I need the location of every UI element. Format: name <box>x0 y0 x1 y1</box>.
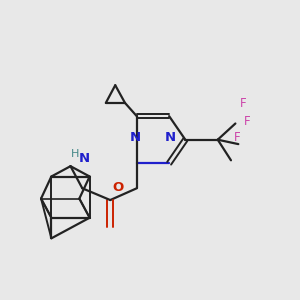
Text: F: F <box>244 115 250 128</box>
Text: H: H <box>71 149 79 159</box>
Text: O: O <box>112 181 123 194</box>
Text: N: N <box>79 152 90 165</box>
Text: N: N <box>165 130 176 143</box>
Text: F: F <box>239 97 246 110</box>
Text: N: N <box>130 130 141 143</box>
Text: F: F <box>234 131 241 144</box>
